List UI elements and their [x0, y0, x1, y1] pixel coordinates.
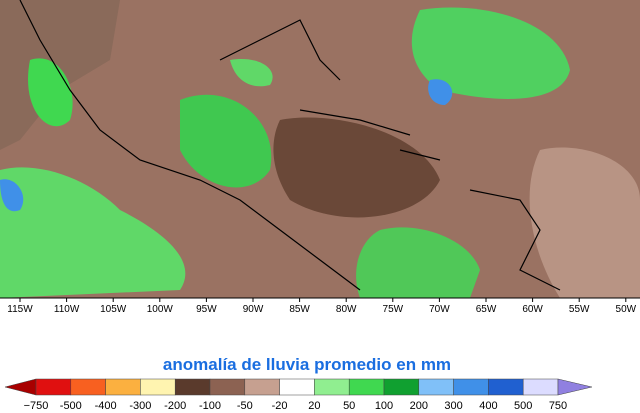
legend-title: anomalía de lluvia promedio en mm [163, 355, 451, 374]
colorbar-cell [209, 378, 246, 396]
map-region [428, 79, 453, 105]
colorbar-cell [522, 378, 559, 396]
map [0, 0, 640, 299]
colorbar-arrow [557, 378, 593, 396]
colorbar-label: 750 [549, 400, 567, 412]
longitude-label: 80W [336, 304, 357, 315]
colorbar-label: 500 [514, 400, 532, 412]
colorbar-cell [418, 378, 454, 396]
colorbar-label: 300 [444, 400, 462, 412]
colorbar-arrow [4, 378, 37, 396]
map-region [180, 94, 272, 188]
coastline [19, 0, 561, 291]
colorbar-cell [383, 378, 420, 396]
colorbar-cell [453, 378, 489, 396]
longitude-label: 95W [196, 304, 217, 315]
colorbar-cell [488, 378, 524, 396]
map-region [0, 179, 24, 212]
colorbar-cell [35, 378, 72, 396]
longitude-label: 90W [243, 304, 264, 315]
map-region [0, 167, 186, 298]
colorbar-label: -100 [199, 400, 221, 412]
colorbar-cell [279, 378, 315, 396]
colorbar-cell [348, 378, 385, 396]
colorbar-label: 200 [410, 400, 428, 412]
longitude-axis: 115W 110W 105W 100W 95W 90W 85W 80W 75W 70W 65W 60W… [7, 298, 637, 315]
colorbar-label: -500 [60, 400, 82, 412]
map-region [230, 59, 273, 87]
longitude-label: 50W [616, 304, 637, 315]
colorbar-label: -20 [272, 400, 288, 412]
colorbar-cell [244, 378, 280, 396]
colorbar-label: -200 [164, 400, 186, 412]
longitude-label: 105W [100, 304, 127, 315]
colorbar-cell [174, 378, 211, 396]
colorbar-cell [140, 378, 176, 396]
colorbar-label: 400 [479, 400, 497, 412]
longitude-label: 70W [429, 304, 450, 315]
longitude-label: 115W [7, 304, 33, 315]
map-region [356, 227, 480, 298]
longitude-label: 55W [569, 304, 590, 315]
map-region [411, 7, 570, 99]
colorbar-label: 50 [343, 400, 355, 412]
colorbar-label: -300 [129, 400, 151, 412]
colorbar-cell [105, 378, 141, 396]
colorbar-label: 100 [375, 400, 393, 412]
map-region [529, 147, 640, 298]
colorbar-label: −750 [24, 400, 49, 412]
colorbar-label: -50 [237, 400, 253, 412]
longitude-label: 85W [289, 304, 310, 315]
colorbar: −750 -500 -400 -300 -200 -100 -50 -20 20 50 100 200… [4, 378, 593, 412]
longitude-label: 60W [522, 304, 543, 315]
longitude-label: 110W [54, 304, 80, 315]
longitude-label: 75W [383, 304, 404, 315]
colorbar-label: 20 [308, 400, 320, 412]
longitude-label: 65W [476, 304, 497, 315]
colorbar-cell [70, 378, 106, 396]
colorbar-label: -400 [95, 400, 117, 412]
longitude-label: 100W [147, 304, 174, 315]
colorbar-cell [314, 378, 350, 396]
map-region [273, 117, 440, 218]
